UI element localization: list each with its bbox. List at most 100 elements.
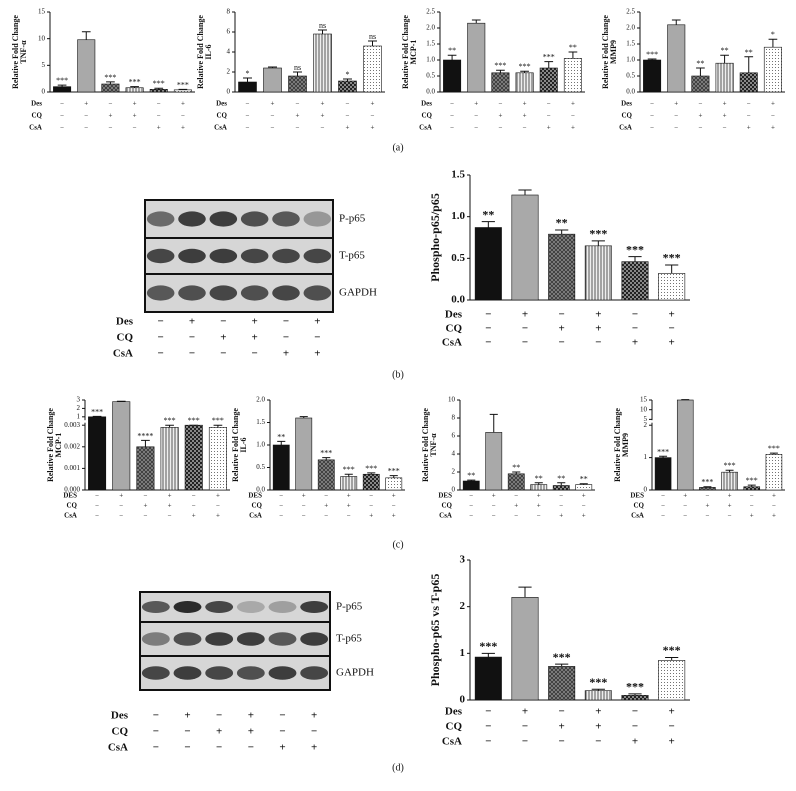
condition-sign: −: [143, 512, 147, 520]
error-bar: [471, 19, 481, 24]
condition-sign: −: [346, 112, 350, 120]
bar: [691, 75, 710, 93]
significance-label: **: [448, 46, 456, 55]
significance-label: **: [277, 432, 285, 441]
bar: [173, 89, 192, 93]
condition-sign: −: [485, 309, 491, 321]
blot-band: [205, 666, 234, 680]
condition-sign: −: [324, 492, 328, 500]
condition-sign: −: [153, 710, 159, 722]
condition-label: Des: [445, 309, 463, 321]
condition-sign: +: [189, 316, 195, 328]
bar: [362, 473, 380, 491]
bar: [667, 24, 686, 93]
condition-label: CsA: [419, 124, 432, 132]
error-bar: [389, 475, 398, 478]
bar: [238, 81, 257, 93]
condition-sign: +: [392, 512, 396, 520]
condition-sign: −: [347, 512, 351, 520]
condition-sign: +: [168, 492, 172, 500]
condition-sign: +: [143, 502, 147, 510]
y-tick-label: 15: [640, 396, 648, 404]
error-bar: [591, 688, 605, 691]
condition-sign: −: [271, 124, 275, 132]
condition-label: CsA: [29, 124, 42, 132]
condition-sign: +: [119, 492, 123, 500]
condition-sign: −: [119, 502, 123, 510]
condition-sign: −: [283, 316, 289, 328]
condition-sign: +: [279, 742, 285, 754]
condition-sign: +: [324, 502, 328, 510]
bar: [385, 477, 403, 491]
condition-sign: −: [595, 736, 601, 748]
error-bar: [467, 479, 476, 481]
blot-strip: [144, 273, 334, 313]
condition-sign: +: [723, 112, 727, 120]
condition-sign: −: [108, 124, 112, 132]
significance-label: **: [557, 474, 565, 483]
significance-label: ***: [479, 639, 497, 653]
blot-band: [300, 666, 329, 680]
condition-sign: −: [469, 512, 473, 520]
condition-sign: +: [181, 124, 185, 132]
blot-band: [209, 285, 238, 301]
significance-label: *: [346, 70, 350, 79]
bar: [288, 75, 307, 93]
error-bar: [769, 452, 778, 455]
condition-sign: −: [192, 492, 196, 500]
condition-sign: −: [279, 502, 283, 510]
condition-sign: −: [669, 323, 675, 335]
bar: [715, 62, 734, 93]
blot-band: [141, 601, 170, 613]
condition-sign: −: [143, 492, 147, 500]
condition-sign: −: [371, 112, 375, 120]
condition-sign: −: [559, 309, 565, 321]
y-axis-label: Relative Fold Change: [401, 15, 410, 89]
condition-sign: −: [474, 112, 478, 120]
condition-label: CQ: [446, 721, 463, 733]
blot-band: [272, 211, 300, 227]
condition-sign: +: [571, 100, 575, 108]
blot-band: [178, 285, 206, 301]
condition-label: DES: [438, 492, 452, 500]
condition-sign: −: [392, 502, 396, 510]
panel-label: (b): [392, 369, 404, 380]
blot-band: [205, 601, 234, 613]
blot-strip: [139, 591, 331, 623]
condition-sign: +: [252, 316, 258, 328]
significance-label: ***: [343, 465, 355, 474]
condition-sign: +: [296, 112, 300, 120]
condition-sign: +: [728, 502, 732, 510]
condition-sign: +: [514, 502, 518, 510]
bar: [340, 476, 358, 491]
significance-label: ***: [626, 242, 644, 256]
error-bar: [665, 657, 679, 661]
condition-sign: −: [321, 124, 325, 132]
condition-sign: −: [522, 323, 528, 335]
y-tick-label: 0.000: [64, 486, 80, 494]
y-tick-label: 2: [452, 468, 456, 476]
significance-label: ***: [519, 62, 531, 71]
condition-label: Des: [621, 100, 632, 108]
error-bar: [178, 88, 188, 90]
condition-sign: −: [522, 721, 528, 733]
significance-label: **: [556, 216, 568, 230]
error-bar: [512, 471, 521, 474]
condition-sign: +: [571, 124, 575, 132]
bar: [621, 261, 649, 301]
bar: [739, 72, 758, 93]
condition-sign: −: [750, 502, 754, 510]
y-tick-label: 2.0: [426, 24, 435, 32]
bar: [530, 484, 548, 491]
y-tick-label: 2: [644, 421, 648, 429]
condition-sign: −: [632, 323, 638, 335]
condition-sign: +: [632, 736, 638, 748]
y-tick-label: 0: [460, 694, 466, 706]
error-bar: [299, 416, 308, 418]
error-bar: [154, 87, 164, 90]
condition-label: CQ: [117, 332, 134, 344]
blot-band: [205, 632, 234, 646]
condition-sign: −: [108, 100, 112, 108]
